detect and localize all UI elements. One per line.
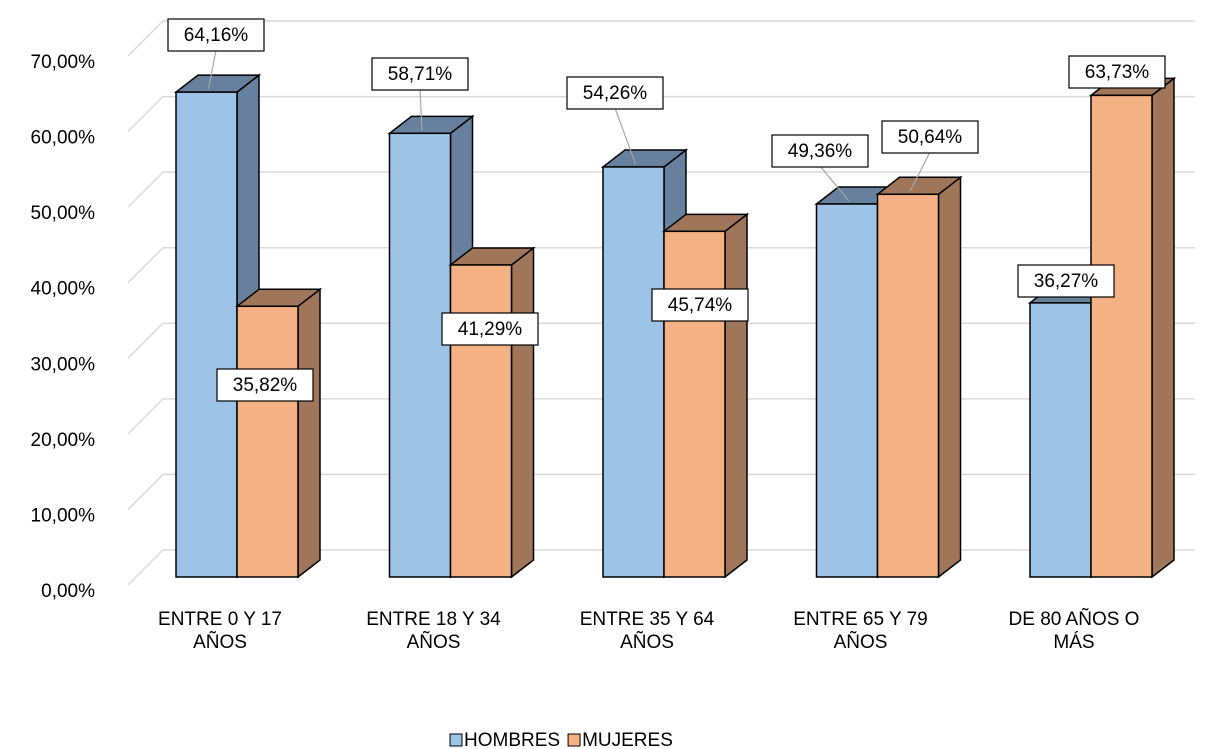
x-tick-label: ENTRE 18 Y 34: [366, 609, 501, 630]
x-tick-label: AÑOS: [620, 631, 674, 653]
label-box: [771, 134, 869, 168]
data-label: 49,36%: [788, 141, 853, 162]
leader-line: [419, 88, 423, 131]
y-tick-label: 50,00%: [31, 203, 96, 224]
data-label: 35,82%: [233, 375, 298, 396]
label-box: [881, 120, 979, 154]
legend-label: MUJERES: [582, 730, 673, 749]
bar: [234, 287, 323, 579]
bar-front: [1090, 94, 1153, 578]
x-tick-label: DE 80 AÑOS O: [1009, 608, 1140, 630]
y-tick-label: 70,00%: [31, 52, 96, 73]
data-label: 64,16%: [184, 25, 249, 46]
data-label: 41,29%: [458, 319, 523, 340]
data-label: 45,74%: [668, 295, 733, 316]
data-label: 54,26%: [583, 83, 648, 104]
grid-line: [127, 20, 1195, 57]
label-box: [1017, 264, 1115, 298]
bar-front: [1029, 302, 1092, 578]
bar-front: [876, 193, 940, 578]
x-tick-label: ENTRE 0 Y 17: [158, 609, 282, 630]
x-tick-label: AÑOS: [834, 631, 888, 653]
bar: [387, 114, 475, 579]
y-tick-label: 30,00%: [31, 354, 96, 375]
legend-label: HOMBRES: [464, 730, 560, 749]
leader-line: [909, 151, 931, 192]
bar-side: [1151, 76, 1175, 579]
y-tick-label: 10,00%: [31, 505, 96, 526]
bar-front: [663, 230, 726, 578]
bar-front: [388, 132, 452, 578]
y-tick-label: 20,00%: [31, 430, 96, 451]
bar-front: [602, 166, 665, 578]
bar: [875, 175, 963, 579]
bar-side: [937, 175, 962, 579]
label-box: [651, 288, 749, 322]
leader-line: [819, 165, 850, 202]
leader-line: [207, 49, 217, 90]
y-tick-label: 60,00%: [31, 128, 96, 149]
label-box: [1068, 55, 1166, 89]
y-tick-label: 40,00%: [31, 279, 96, 300]
data-label: 36,27%: [1034, 271, 1099, 292]
bar-side: [510, 246, 535, 579]
label-box: [216, 368, 314, 402]
data-label: 58,71%: [388, 64, 453, 85]
x-tick-label: MÁS: [1053, 632, 1094, 653]
x-tick-label: ENTRE 65 Y 79: [793, 609, 927, 630]
grid-line: [127, 95, 1195, 133]
label-box: [566, 76, 664, 110]
x-tick-label: AÑOS: [407, 631, 461, 653]
x-tick-label: AÑOS: [193, 631, 247, 653]
label-box: [371, 57, 469, 91]
data-label: 50,64%: [898, 127, 963, 148]
bar: [448, 246, 536, 579]
grid-line: [127, 171, 1195, 208]
bar-side: [724, 212, 748, 579]
bar: [661, 212, 750, 579]
bar: [1088, 76, 1177, 579]
label-box: [167, 18, 265, 52]
bar-front: [815, 203, 879, 578]
y-tick-label: 0,00%: [41, 581, 95, 602]
bar-front: [449, 264, 513, 578]
label-box: [441, 312, 539, 346]
x-tick-label: ENTRE 35 Y 64: [580, 609, 715, 630]
legend-swatch: [567, 733, 581, 747]
data-label: 63,73%: [1085, 62, 1150, 83]
bar-front: [175, 91, 238, 578]
leader-line: [614, 107, 637, 165]
bar-front: [236, 305, 299, 578]
bar-side: [297, 287, 321, 579]
legend-swatch: [449, 733, 463, 747]
